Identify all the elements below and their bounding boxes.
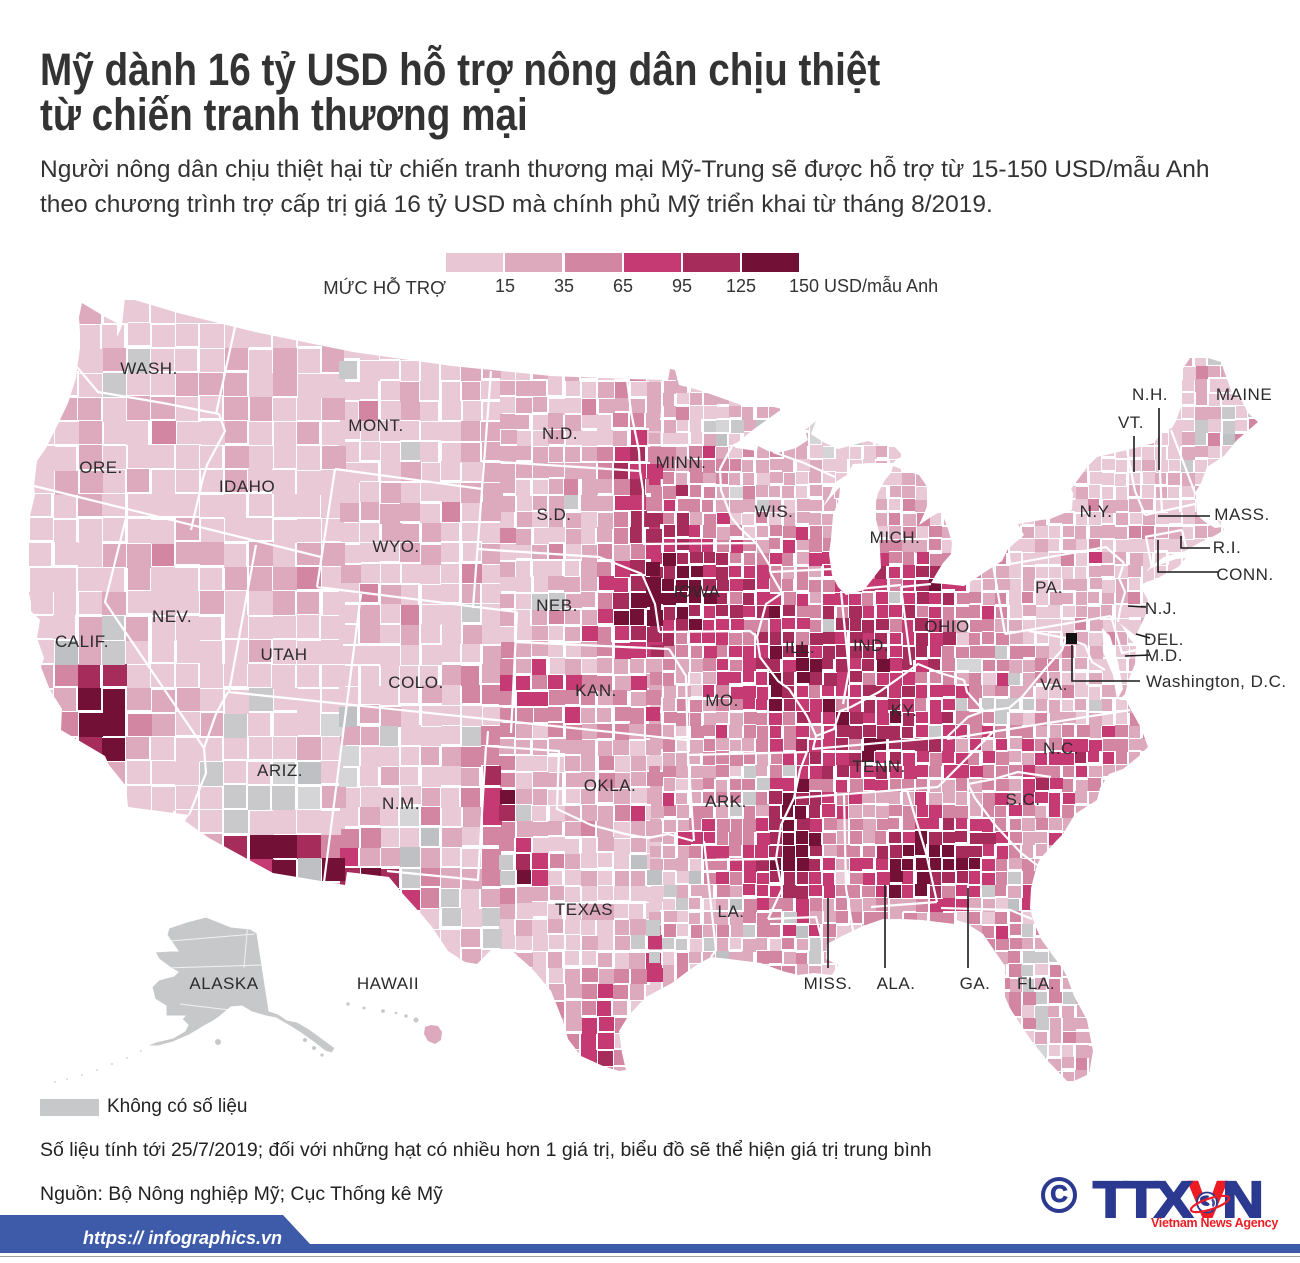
svg-text:KY.: KY. [891, 701, 918, 720]
svg-text:OHIO: OHIO [924, 617, 969, 636]
svg-text:NEB.: NEB. [536, 596, 578, 615]
svg-text:UTAH: UTAH [260, 645, 307, 664]
svg-text:VT.: VT. [1118, 413, 1144, 432]
svg-text:MISS.: MISS. [804, 974, 853, 993]
svg-text:IDAHO: IDAHO [219, 477, 275, 496]
svg-text:PA.: PA. [1035, 578, 1063, 597]
svg-text:N.M.: N.M. [382, 794, 420, 813]
svg-text:N.Y.: N.Y. [1080, 502, 1113, 521]
svg-text:HAWAII: HAWAII [357, 974, 419, 993]
svg-text:N.J.: N.J. [1145, 599, 1177, 618]
svg-text:GA.: GA. [960, 974, 991, 993]
svg-text:ALA.: ALA. [877, 974, 916, 993]
svg-text:ARIZ.: ARIZ. [257, 761, 303, 780]
svg-text:CALIF.: CALIF. [55, 632, 109, 651]
svg-text:KAN.: KAN. [575, 681, 617, 700]
svg-text:NEV.: NEV. [152, 607, 192, 626]
svg-text:Washington, D.C.: Washington, D.C. [1146, 672, 1287, 691]
svg-text:N.D.: N.D. [542, 424, 578, 443]
svg-text:ORE.: ORE. [79, 458, 123, 477]
svg-text:ARK.: ARK. [705, 792, 747, 811]
svg-text:WYO.: WYO. [372, 537, 419, 556]
svg-text:CONN.: CONN. [1216, 565, 1273, 584]
svg-text:MINN.: MINN. [656, 453, 707, 472]
svg-text:LA.: LA. [717, 902, 744, 921]
svg-text:TENN.: TENN. [852, 757, 906, 776]
svg-text:MO.: MO. [705, 691, 739, 710]
svg-text:S.D.: S.D. [536, 505, 571, 524]
svg-text:MONT.: MONT. [348, 416, 403, 435]
svg-text:WASH.: WASH. [120, 359, 178, 378]
svg-text:VA.: VA. [1040, 675, 1068, 694]
svg-text:S.C.: S.C. [1005, 790, 1040, 809]
svg-text:N.H.: N.H. [1132, 385, 1168, 404]
svg-text:IOWA: IOWA [674, 582, 721, 601]
svg-text:M.D.: M.D. [1145, 646, 1183, 665]
svg-text:MICH.: MICH. [870, 528, 921, 547]
svg-text:WIS.: WIS. [755, 502, 794, 521]
svg-text:ALASKA: ALASKA [189, 974, 258, 993]
svg-text:DEL.: DEL. [1144, 630, 1184, 649]
svg-text:N.C.: N.C. [1043, 739, 1079, 758]
svg-text:ILL.: ILL. [785, 638, 815, 657]
svg-text:IND.: IND. [853, 636, 889, 655]
svg-text:MASS.: MASS. [1214, 505, 1269, 524]
svg-text:R.I.: R.I. [1213, 538, 1241, 557]
svg-text:TEXAS: TEXAS [555, 900, 613, 919]
svg-text:MAINE: MAINE [1216, 385, 1272, 404]
svg-text:OKLA.: OKLA. [584, 776, 637, 795]
svg-text:FLA.: FLA. [1017, 974, 1055, 993]
svg-text:COLO.: COLO. [388, 673, 443, 692]
